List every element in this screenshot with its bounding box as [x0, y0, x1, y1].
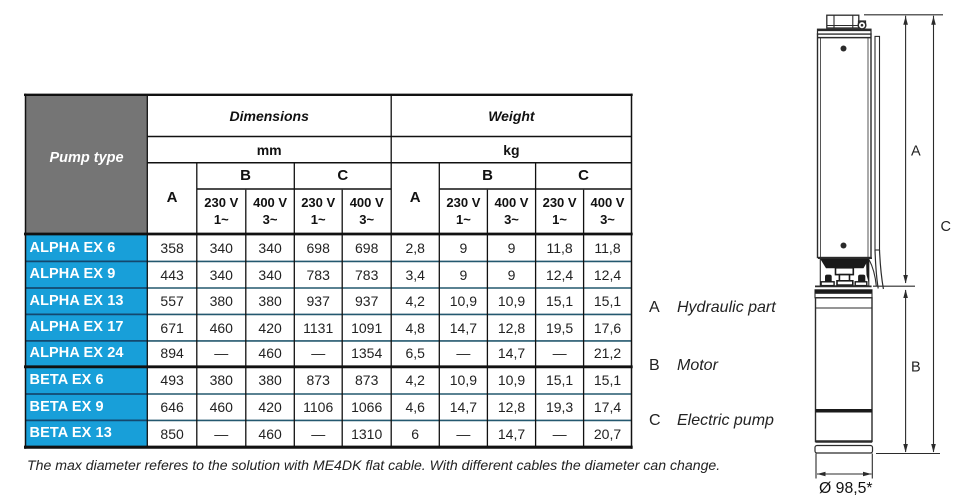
svg-text:B: B — [911, 360, 921, 376]
svg-text:Ø 98,5*: Ø 98,5* — [819, 480, 873, 497]
svg-text:C: C — [941, 219, 951, 235]
svg-text:A: A — [911, 144, 921, 160]
